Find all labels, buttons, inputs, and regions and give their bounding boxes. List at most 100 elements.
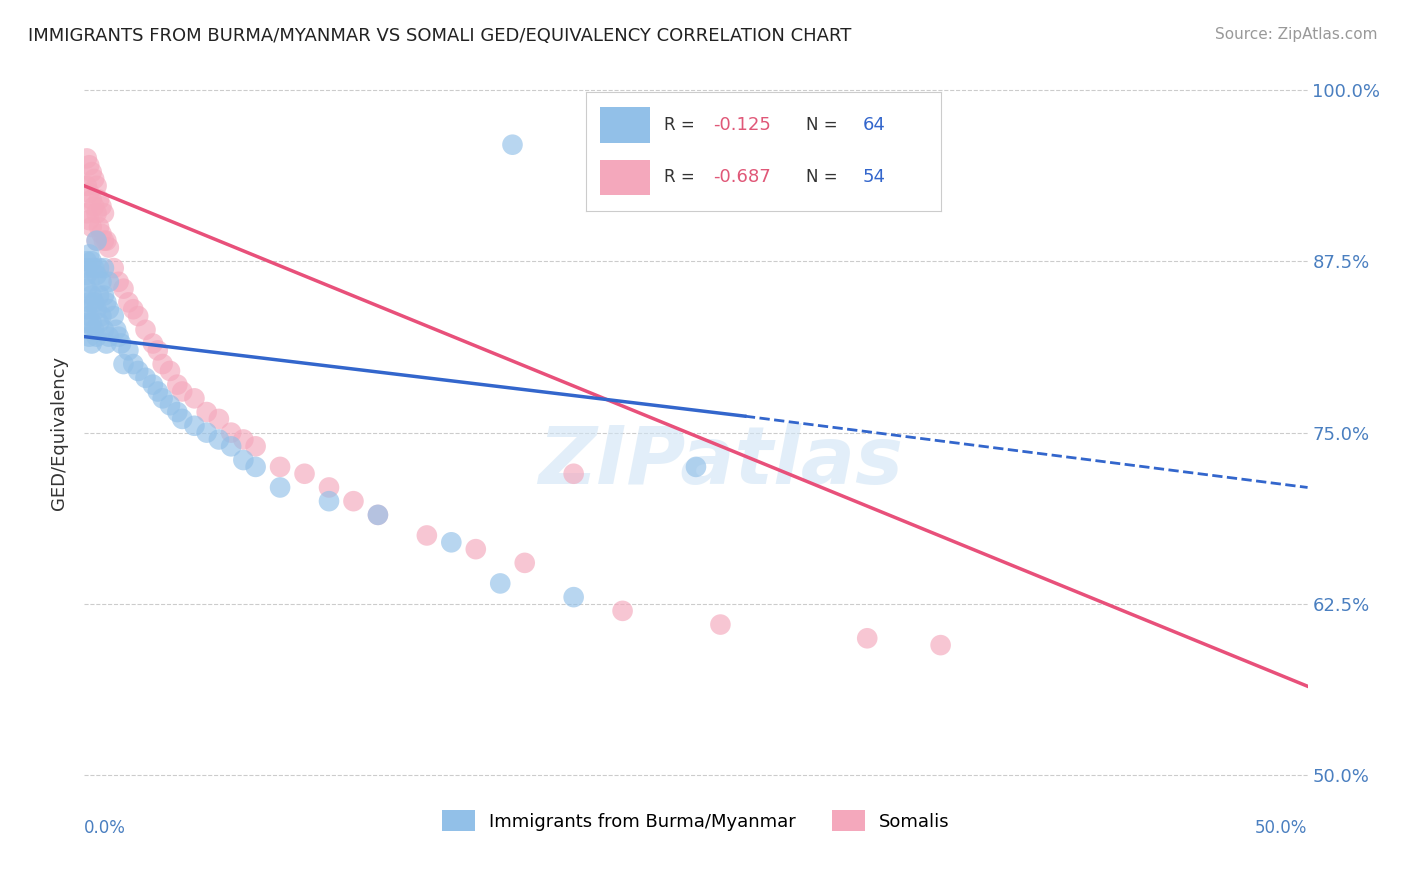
Point: [90, 309, 112, 323]
Point: [90, 227, 112, 241]
Point: [90, 199, 112, 213]
Point: [86, 302, 108, 317]
Point: [117, 295, 139, 310]
Point: [112, 357, 135, 371]
Legend: Immigrants from Burma/Myanmar, Somalis: Immigrants from Burma/Myanmar, Somalis: [434, 803, 957, 838]
Point: [105, 323, 128, 337]
Point: [103, 261, 125, 276]
Point: [172, 412, 194, 426]
Point: [90, 275, 112, 289]
Point: [76, 302, 98, 317]
Point: [562, 590, 585, 604]
Point: [318, 494, 340, 508]
Point: [269, 459, 291, 474]
Point: [489, 576, 512, 591]
Point: [76, 152, 98, 166]
Point: [416, 528, 439, 542]
Point: [269, 480, 291, 494]
Point: [166, 377, 188, 392]
Point: [112, 282, 135, 296]
Point: [77, 186, 100, 200]
Point: [83, 295, 105, 310]
Point: [152, 357, 174, 371]
Point: [80, 336, 103, 351]
Point: [77, 329, 100, 343]
Point: [83, 261, 105, 276]
Point: [513, 556, 536, 570]
Point: [80, 288, 103, 302]
Point: [142, 336, 165, 351]
Point: [93, 261, 115, 276]
Text: ZIPatlas: ZIPatlas: [538, 423, 903, 501]
Point: [76, 254, 98, 268]
Point: [86, 234, 108, 248]
Point: [464, 542, 486, 557]
Point: [76, 261, 98, 276]
Point: [76, 316, 98, 330]
Point: [77, 309, 100, 323]
Point: [195, 425, 218, 440]
Point: [612, 604, 634, 618]
Point: [245, 459, 267, 474]
Point: [159, 364, 181, 378]
Point: [195, 405, 218, 419]
Point: [76, 206, 98, 220]
Point: [97, 329, 120, 343]
Point: [183, 418, 205, 433]
Point: [219, 439, 242, 453]
Point: [93, 206, 115, 220]
Point: [93, 323, 115, 337]
Point: [87, 316, 110, 330]
Point: [135, 371, 157, 385]
Point: [562, 467, 585, 481]
Point: [83, 323, 105, 337]
Point: [87, 219, 110, 234]
Point: [117, 343, 139, 358]
Point: [219, 425, 242, 440]
Point: [127, 364, 149, 378]
Point: [80, 254, 103, 268]
Point: [96, 295, 118, 310]
Point: [232, 433, 254, 447]
Point: [97, 240, 120, 254]
Point: [146, 384, 169, 399]
Point: [77, 158, 100, 172]
Point: [83, 199, 105, 213]
Point: [367, 508, 389, 522]
Point: [232, 453, 254, 467]
Point: [77, 213, 100, 227]
Point: [172, 384, 194, 399]
Point: [80, 316, 103, 330]
Point: [77, 295, 100, 310]
Point: [96, 234, 118, 248]
Point: [107, 275, 129, 289]
Point: [76, 282, 98, 296]
Point: [77, 275, 100, 289]
Point: [159, 398, 181, 412]
Point: [208, 433, 231, 447]
Point: [86, 329, 108, 343]
Point: [685, 459, 707, 474]
Point: [87, 288, 110, 302]
Point: [110, 336, 132, 351]
Point: [367, 508, 389, 522]
Point: [87, 261, 110, 276]
Point: [96, 336, 118, 351]
Point: [80, 219, 103, 234]
Point: [183, 392, 205, 406]
Y-axis label: GED/Equivalency: GED/Equivalency: [51, 356, 69, 509]
Point: [77, 247, 100, 261]
Point: [80, 165, 103, 179]
Text: Source: ZipAtlas.com: Source: ZipAtlas.com: [1215, 27, 1378, 42]
Text: IMMIGRANTS FROM BURMA/MYANMAR VS SOMALI GED/EQUIVALENCY CORRELATION CHART: IMMIGRANTS FROM BURMA/MYANMAR VS SOMALI …: [28, 27, 852, 45]
Point: [86, 268, 108, 282]
Point: [76, 268, 98, 282]
Text: 0.0%: 0.0%: [84, 820, 127, 838]
Point: [152, 392, 174, 406]
Point: [208, 412, 231, 426]
Point: [87, 193, 110, 207]
Point: [294, 467, 316, 481]
Point: [97, 275, 120, 289]
Point: [318, 480, 340, 494]
Point: [97, 302, 120, 317]
